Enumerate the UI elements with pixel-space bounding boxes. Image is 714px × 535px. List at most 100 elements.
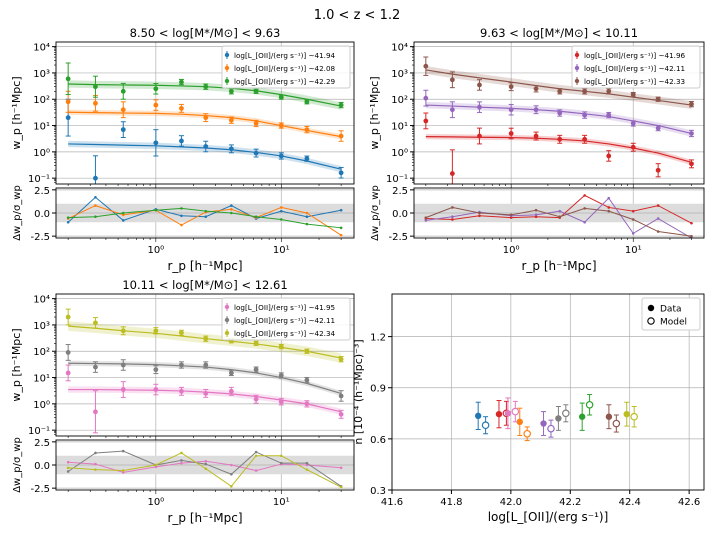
y-tick-label: 10² <box>33 95 50 106</box>
data-point <box>203 362 209 368</box>
x-tick-label: 10⁰ <box>503 245 520 256</box>
data-point <box>338 356 344 362</box>
data-point <box>93 100 98 106</box>
data-point <box>253 121 259 126</box>
data-point <box>153 102 159 108</box>
model-point <box>562 409 570 418</box>
y-tick-label: 10⁻¹ <box>386 174 408 185</box>
y-tick-label: 10⁰ <box>33 400 50 411</box>
data-point <box>508 107 514 113</box>
residual-point <box>254 454 258 458</box>
data-point <box>253 396 259 402</box>
residual-point <box>451 215 454 219</box>
residual-point <box>305 211 309 215</box>
residual-point <box>121 471 125 474</box>
residual-tick-label: 2.5 <box>34 438 50 449</box>
data-point <box>423 63 429 69</box>
y-axis-label: n [10⁻⁴ (h⁻¹Mpc)⁻³] <box>352 339 365 444</box>
data-point <box>179 79 184 85</box>
legend-marker-filled <box>647 304 655 312</box>
x-tick-label: 10¹ <box>273 497 290 508</box>
x-axis-label: r_p [h⁻¹Mpc] <box>167 511 242 525</box>
data-point <box>630 144 636 150</box>
legend-label: log[L_[OII]/(erg s⁻¹)] ~42.11 <box>584 64 685 73</box>
data-point <box>278 94 284 100</box>
residual-point <box>121 449 125 453</box>
residual-axis-label: Δw_p/σ_wp <box>12 437 23 493</box>
residual-point <box>631 232 635 235</box>
data-point <box>278 399 284 405</box>
data-point <box>65 99 71 105</box>
data-point <box>533 86 539 92</box>
legend-label: log[L_[OII]/(erg s⁻¹)] ~42.11 <box>234 316 335 325</box>
data-point <box>533 133 539 139</box>
residual-point <box>180 451 183 455</box>
residual-point <box>204 459 208 463</box>
plot-area <box>65 62 344 184</box>
data-point <box>93 409 98 415</box>
legend-label: log[L_[OII]/(erg s⁻¹)] ~41.94 <box>234 51 336 60</box>
residual-point <box>204 467 208 471</box>
data-point <box>423 118 429 124</box>
model-point <box>511 407 520 416</box>
panel-bottom-left: 10.11 < log[M*/M⊙] < 12.61 10⁻¹ 10⁰ 10¹ 10² 1… <box>10 278 355 525</box>
data-point <box>120 362 126 368</box>
x-tick-label: 41.6 <box>381 497 403 508</box>
data-point <box>203 115 209 121</box>
plot-area <box>423 56 694 184</box>
panel-top-right: 9.63 < log[M*/M⊙] < 10.11 10⁻¹ 10⁰ 10¹ 10² 10… <box>368 26 705 273</box>
legend-label: log[L_[OII]/(erg s⁻¹)] ~42.08 <box>234 64 336 73</box>
data-point <box>304 127 310 133</box>
data-point <box>477 104 482 110</box>
residual-axis-label: Δw_p/σ_wp <box>12 185 23 241</box>
residual-point <box>230 463 233 467</box>
residual-point <box>583 207 586 210</box>
residual-point <box>121 219 125 222</box>
data-point <box>477 82 482 88</box>
residual-point <box>94 215 97 219</box>
residual-point <box>66 470 70 473</box>
data-point <box>253 367 259 373</box>
y-tick-label: 10¹ <box>33 374 50 385</box>
residual-point <box>607 209 611 213</box>
legend-marker <box>574 65 580 71</box>
data-point <box>655 167 661 173</box>
legend-marker <box>574 78 580 84</box>
y-tick-label: 10² <box>33 347 50 358</box>
data-point <box>557 88 563 94</box>
residual-point <box>66 220 70 224</box>
residual-point <box>339 485 343 489</box>
data-point <box>253 340 259 346</box>
y-tick-label: 10⁰ <box>33 148 50 159</box>
residual-point <box>305 463 309 467</box>
data-point <box>304 99 310 105</box>
y-tick-label: 0.3 <box>370 486 386 497</box>
residual-point <box>690 234 693 238</box>
y-tick-label: 10¹ <box>391 122 408 133</box>
data-point <box>689 131 694 136</box>
x-tick-label: 10¹ <box>273 245 290 256</box>
residual-point <box>230 484 233 488</box>
residual-point <box>339 466 343 470</box>
x-tick-label: 42.0 <box>500 497 522 508</box>
plot-area <box>65 308 344 434</box>
residual-point <box>254 215 258 219</box>
model-point <box>612 419 621 428</box>
data-point <box>65 115 71 121</box>
legend-marker-open <box>647 317 655 325</box>
data-point <box>582 112 588 118</box>
y-tick-label: 10⁰ <box>391 148 408 159</box>
panel-number-density: 41.6 41.8 42.0 42.2 42.4 42.6 0.3 0.6 0.9 1.2 log[… <box>352 293 705 524</box>
residual-point <box>230 472 233 476</box>
residual-point <box>451 206 454 209</box>
data-point <box>504 410 512 417</box>
panel-top-left: 8.50 < log[M*/M⊙] < 9.63 10⁻¹ 10⁰ 10¹ 10² 10³… <box>10 26 355 273</box>
legend-label: log[L_[OII]/(erg s⁻¹)] ~42.33 <box>584 77 685 86</box>
data-point <box>120 328 126 334</box>
x-tick-label: 10⁰ <box>147 497 164 508</box>
data-point <box>605 413 613 420</box>
residual-tick-label: -2.5 <box>30 232 50 243</box>
data-point <box>65 350 71 355</box>
model-band <box>425 101 692 137</box>
residual-point <box>94 451 97 455</box>
